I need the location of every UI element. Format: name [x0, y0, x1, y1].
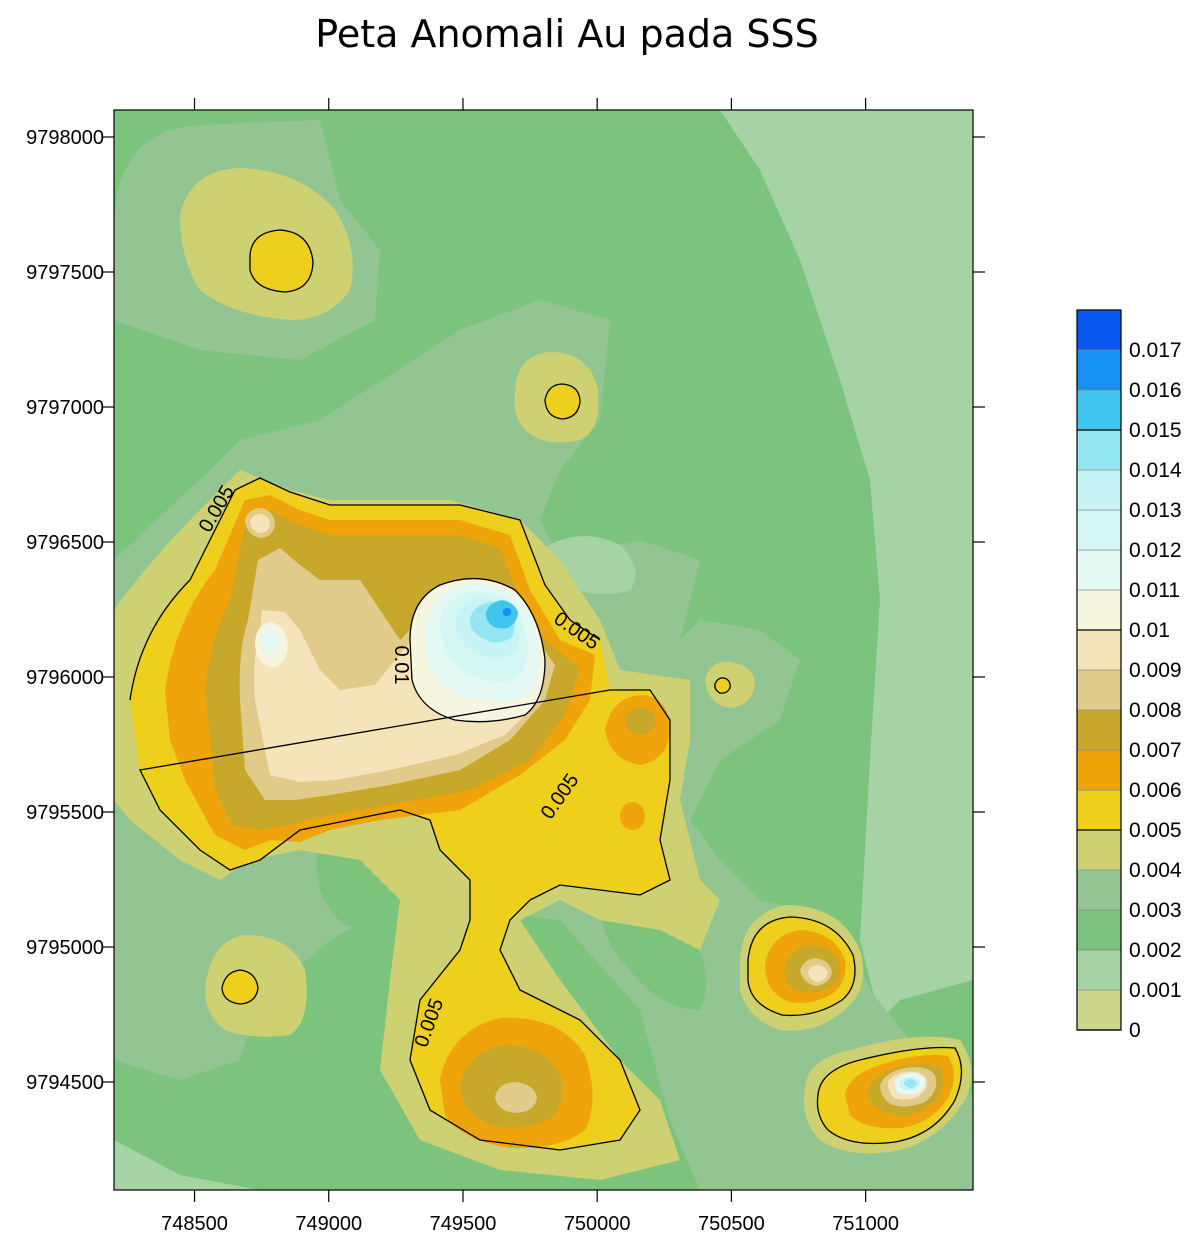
peak-top-center-yellow — [545, 384, 580, 419]
legend-swatch-13 — [1076, 469, 1122, 511]
legend-swatch-0 — [1076, 989, 1122, 1031]
y-tick-label-2: 9795500 — [26, 802, 104, 824]
y-tick-label-3: 9796000 — [26, 667, 104, 689]
legend-label-13: 0.013 — [1129, 499, 1182, 522]
contour-0-005-main — [129, 477, 671, 1151]
legend-swatch-7 — [1076, 709, 1122, 751]
contour-0-01 — [409, 577, 546, 723]
tan-south — [495, 1082, 537, 1113]
light-southeast-3 — [904, 1079, 917, 1088]
legend-swatch-10 — [1076, 589, 1122, 631]
y-tick-label-5: 9797000 — [26, 397, 104, 419]
legend-label-7: 0.007 — [1129, 739, 1182, 762]
contour-lines — [129, 229, 963, 1151]
legend-swatch-4 — [1076, 829, 1122, 871]
legend-label-3: 0.003 — [1129, 899, 1182, 922]
y-tick-label-7: 9798000 — [26, 127, 104, 149]
legend-label-11: 0.011 — [1129, 579, 1180, 602]
contour-peak-top-center — [544, 383, 581, 420]
legend-label-6: 0.006 — [1129, 779, 1182, 802]
contour-peak-top-left — [249, 229, 314, 293]
legend-label-0: 0 — [1129, 1019, 1141, 1042]
x-tick-label-1: 749000 — [295, 1213, 362, 1235]
y-tick-label-4: 9796500 — [26, 532, 104, 554]
gold-east — [625, 707, 656, 735]
band-0-015 — [485, 600, 518, 629]
y-tick-label-1: 9795000 — [26, 937, 104, 959]
legend-swatch-15 — [1076, 389, 1122, 431]
x-tick-label-4: 750500 — [698, 1213, 765, 1235]
x-tick-label-5: 751000 — [832, 1213, 899, 1235]
legend-swatch-17 — [1076, 309, 1122, 351]
legend-swatch-12 — [1076, 509, 1122, 551]
contour-fill-layer — [114, 110, 973, 1190]
x-tick-label-3: 750000 — [564, 1213, 631, 1235]
legend-label-15: 0.015 — [1129, 419, 1182, 442]
legend-swatch-11 — [1076, 549, 1122, 591]
legend-label-8: 0.008 — [1129, 699, 1182, 722]
legend-label-1: 0.001 — [1129, 979, 1182, 1002]
legend-label-2: 0.002 — [1129, 939, 1182, 962]
legend-label-14: 0.014 — [1129, 459, 1182, 482]
legend-swatch-8 — [1076, 669, 1122, 711]
axes: 748500 749000 749500 750000 750500 751000 9794… — [26, 98, 985, 1235]
x-tick-label-0: 748500 — [161, 1213, 228, 1235]
legend-swatch-16 — [1076, 349, 1122, 391]
legend-label-5: 0.005 — [1129, 819, 1182, 842]
plot-frame — [113, 109, 974, 1191]
legend-swatch-5 — [1076, 789, 1122, 831]
cream-top-left — [250, 514, 270, 533]
region-northeast-low — [720, 110, 973, 1020]
peak-top-left-yellow — [250, 230, 313, 292]
contour-label-5: 0.01 — [390, 646, 412, 685]
legend-swatch-2 — [1076, 909, 1122, 951]
peak-left-bottom-yellow — [222, 970, 258, 1004]
region-southwest-low — [114, 1140, 260, 1190]
y-tick-label-6: 9797500 — [26, 262, 104, 284]
light-left-2 — [260, 628, 280, 652]
legend-swatch-9 — [1076, 629, 1122, 671]
y-tick-label-0: 9794500 — [26, 1072, 104, 1094]
legend-swatch-3 — [1076, 869, 1122, 911]
x-tick-label-2: 749500 — [430, 1213, 497, 1235]
legend-label-10: 0.01 — [1129, 619, 1170, 642]
legend-label-4: 0.004 — [1129, 859, 1182, 882]
legend-label-9: 0.009 — [1129, 659, 1182, 682]
legend-label-16: 0.016 — [1129, 379, 1182, 402]
cream-southeast-1 — [808, 965, 828, 982]
legend-label-17: 0.017 — [1129, 339, 1182, 362]
legend-label-12: 0.012 — [1129, 539, 1182, 562]
legend-swatch-6 — [1076, 749, 1122, 791]
contour-peak-right — [714, 677, 731, 694]
orange-east-2 — [620, 802, 645, 830]
legend-swatch-1 — [1076, 949, 1122, 991]
legend: 0 0.001 0.002 0.003 0.004 0.005 0.006 0.007 0.00… — [1076, 309, 1182, 1042]
peak-right-yellow — [714, 677, 731, 694]
contour-peak-southeast-2 — [816, 1046, 963, 1145]
legend-swatch-14 — [1076, 429, 1122, 471]
contour-peak-southeast-1 — [747, 916, 856, 1017]
band-0-016 — [502, 607, 512, 617]
contour-peak-left-bottom — [221, 969, 259, 1005]
chart-title: Peta Anomali Au pada SSS — [315, 12, 818, 56]
